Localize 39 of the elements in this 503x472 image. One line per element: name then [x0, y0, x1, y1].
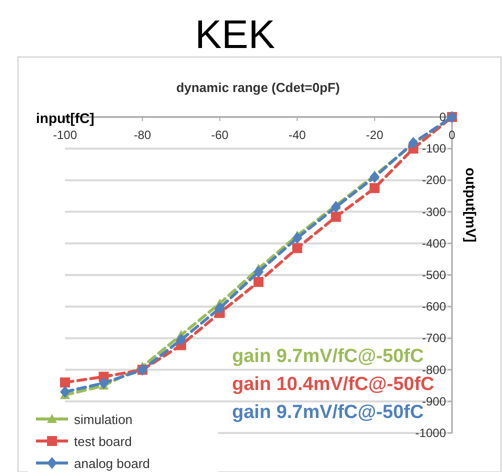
x-tick-label: -80	[134, 128, 152, 142]
x-tick-label: 0	[448, 128, 456, 142]
y-tick-label: -400	[422, 236, 446, 250]
legend-label: test board	[74, 434, 132, 449]
point	[176, 334, 186, 346]
y-tick-label: -1000	[415, 426, 446, 440]
y-tick-label: -900	[422, 394, 446, 408]
annotation: gain 9.7mV/fC@-50fC	[232, 346, 424, 367]
x-tick-label: -20	[366, 128, 384, 142]
y-tick-label: 0	[439, 110, 446, 124]
y-tick-label: -500	[422, 268, 446, 282]
x-axis-title: input[fC]	[36, 110, 94, 126]
chart-subtitle: dynamic range (Cdet=0pF)	[176, 80, 340, 95]
point	[330, 201, 341, 214]
x-tick-label: -60	[211, 128, 229, 142]
y-axis-title: output[mV]	[463, 168, 479, 242]
point	[370, 171, 380, 184]
y-tick-label: -100	[422, 142, 446, 156]
legend-label: simulation	[74, 412, 133, 427]
point	[214, 302, 225, 314]
point	[292, 243, 302, 254]
annotation: gain 9.7mV/fC@-50fC	[232, 402, 424, 423]
x-tick-label: -40	[288, 128, 306, 142]
point	[60, 377, 70, 388]
y-tick-label: -800	[422, 362, 446, 377]
annotation: gain 10.4mV/fC@-50fC	[232, 374, 435, 395]
y-tick-label: -600	[422, 300, 446, 314]
point	[98, 377, 109, 390]
x-tick-label: -100	[52, 128, 78, 142]
y-tick-label: -200	[422, 173, 446, 188]
legend-label: analog board	[74, 456, 150, 471]
point	[60, 386, 70, 398]
chart-title: KEK	[194, 13, 276, 57]
point	[370, 183, 380, 194]
point	[330, 212, 341, 222]
point	[254, 276, 264, 287]
y-tick-label: -700	[422, 331, 446, 346]
y-tick-label: -300	[422, 204, 446, 219]
point	[254, 266, 264, 278]
